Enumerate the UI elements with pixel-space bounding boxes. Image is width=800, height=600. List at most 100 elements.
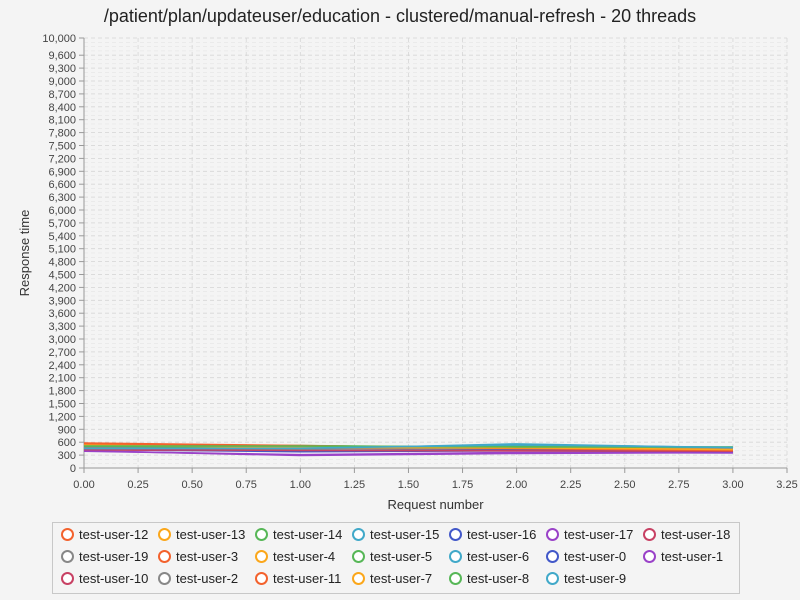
legend-item: test-user-6 — [449, 549, 529, 564]
legend-marker-icon — [158, 528, 171, 541]
legend-label: test-user-11 — [273, 571, 342, 586]
legend-item: test-user-5 — [352, 549, 432, 564]
chart-title: /patient/plan/updateuser/education - clu… — [103, 6, 697, 26]
series-line-test-user-10 — [83, 448, 733, 453]
x-axis-label: Request number — [387, 497, 484, 512]
legend-item: test-user-0 — [546, 549, 626, 564]
legend-marker-icon — [352, 572, 365, 585]
y-tick-label: 3,900 — [48, 295, 76, 307]
y-tick-label: 4,500 — [48, 270, 76, 282]
legend-item: test-user-1 — [643, 549, 723, 564]
y-tick-label: 10,000 — [42, 33, 76, 45]
legend-item: test-user-7 — [352, 571, 432, 586]
legend-label: test-user-0 — [564, 549, 627, 564]
legend-item: test-user-10 — [61, 571, 148, 586]
legend-marker-icon — [255, 528, 268, 541]
legend-label: test-user-12 — [79, 527, 149, 542]
y-tick-label: 9,000 — [48, 76, 76, 88]
x-tick-label: 0.50 — [181, 479, 202, 491]
line-chart: 03006009001,2001,5001,8002,1002,4002,700… — [17, 33, 798, 512]
y-tick-label: 3,000 — [48, 334, 76, 346]
legend-label: test-user-18 — [661, 527, 731, 542]
legend-marker-icon — [449, 572, 462, 585]
legend-item: test-user-9 — [546, 571, 626, 586]
legend-label: test-user-14 — [273, 527, 343, 542]
series-line-test-user-9 — [83, 443, 733, 450]
y-tick-label: 6,000 — [48, 205, 76, 217]
x-tick-label: 1.50 — [398, 479, 419, 491]
legend-item: test-user-3 — [158, 549, 238, 564]
y-tick-label: 2,100 — [48, 373, 76, 385]
y-tick-label: 4,200 — [48, 282, 76, 294]
legend-marker-icon — [449, 528, 462, 541]
y-tick-label: 300 — [58, 450, 76, 462]
legend-marker-icon — [643, 550, 656, 563]
legend-item: test-user-4 — [255, 549, 335, 564]
legend-item: test-user-16 — [449, 527, 536, 542]
x-tick-label: 1.00 — [290, 479, 311, 491]
legend-item: test-user-14 — [255, 527, 342, 542]
y-tick-label: 3,300 — [48, 321, 76, 333]
y-tick-label: 9,300 — [48, 63, 76, 75]
legend-label: test-user-19 — [79, 549, 149, 564]
legend-label: test-user-7 — [370, 571, 433, 586]
y-tick-label: 7,500 — [48, 141, 76, 153]
x-tick-label: 2.00 — [506, 479, 527, 491]
legend-marker-icon — [352, 528, 365, 541]
chart-legend: test-user-12 test-user-13 test-user-14 test… — [52, 522, 740, 594]
y-tick-label: 6,900 — [48, 166, 76, 178]
legend-marker-icon — [546, 572, 559, 585]
legend-item: test-user-12 — [61, 527, 148, 542]
legend-label: test-user-15 — [370, 527, 440, 542]
y-tick-label: 600 — [58, 437, 76, 449]
y-tick-label: 5,100 — [48, 244, 76, 256]
y-tick-label: 900 — [58, 424, 76, 436]
x-tick-label: 3.00 — [722, 479, 743, 491]
legend-label: test-user-8 — [467, 571, 530, 586]
y-tick-label: 1,200 — [48, 411, 76, 423]
legend-marker-icon — [546, 528, 559, 541]
y-tick-label: 7,800 — [48, 128, 76, 140]
y-tick-label: 9,600 — [48, 50, 76, 62]
y-tick-label: 8,100 — [48, 115, 76, 127]
legend-marker-icon — [158, 572, 171, 585]
legend-label: test-user-17 — [564, 527, 634, 542]
x-tick-label: 0.00 — [73, 479, 94, 491]
y-tick-label: 8,400 — [48, 102, 76, 114]
legend-label: test-user-10 — [79, 571, 149, 586]
y-tick-label: 3,600 — [48, 308, 76, 320]
series-line-test-user-1 — [83, 450, 733, 456]
y-tick-label: 7,200 — [48, 153, 76, 165]
x-tick-label: 3.25 — [776, 479, 797, 491]
legend-marker-icon — [61, 528, 74, 541]
legend-marker-icon — [546, 550, 559, 563]
x-tick-label: 2.25 — [560, 479, 581, 491]
y-tick-label: 6,300 — [48, 192, 76, 204]
x-tick-label: 1.25 — [344, 479, 365, 491]
legend-marker-icon — [61, 572, 74, 585]
legend-marker-icon — [61, 550, 74, 563]
legend-label: test-user-6 — [467, 549, 530, 564]
y-tick-label: 1,500 — [48, 399, 76, 411]
x-tick-label: 2.75 — [668, 479, 689, 491]
y-axis-label: Response time — [17, 210, 32, 297]
legend-label: test-user-3 — [176, 549, 239, 564]
legend-item: test-user-15 — [352, 527, 439, 542]
legend-label: test-user-2 — [176, 571, 239, 586]
legend-label: test-user-1 — [661, 549, 724, 564]
legend-label: test-user-16 — [467, 527, 537, 542]
y-tick-label: 2,700 — [48, 347, 76, 359]
x-tick-label: 1.75 — [452, 479, 473, 491]
legend-marker-icon — [158, 550, 171, 563]
legend-item: test-user-18 — [643, 527, 730, 542]
x-tick-label: 0.75 — [236, 479, 257, 491]
y-tick-label: 5,400 — [48, 231, 76, 243]
legend-label: test-user-5 — [370, 549, 433, 564]
legend-item: test-user-19 — [61, 549, 148, 564]
y-tick-label: 8,700 — [48, 89, 76, 101]
legend-marker-icon — [352, 550, 365, 563]
legend-marker-icon — [255, 550, 268, 563]
y-tick-label: 5,700 — [48, 218, 76, 230]
legend-marker-icon — [643, 528, 656, 541]
legend-label: test-user-13 — [176, 527, 246, 542]
